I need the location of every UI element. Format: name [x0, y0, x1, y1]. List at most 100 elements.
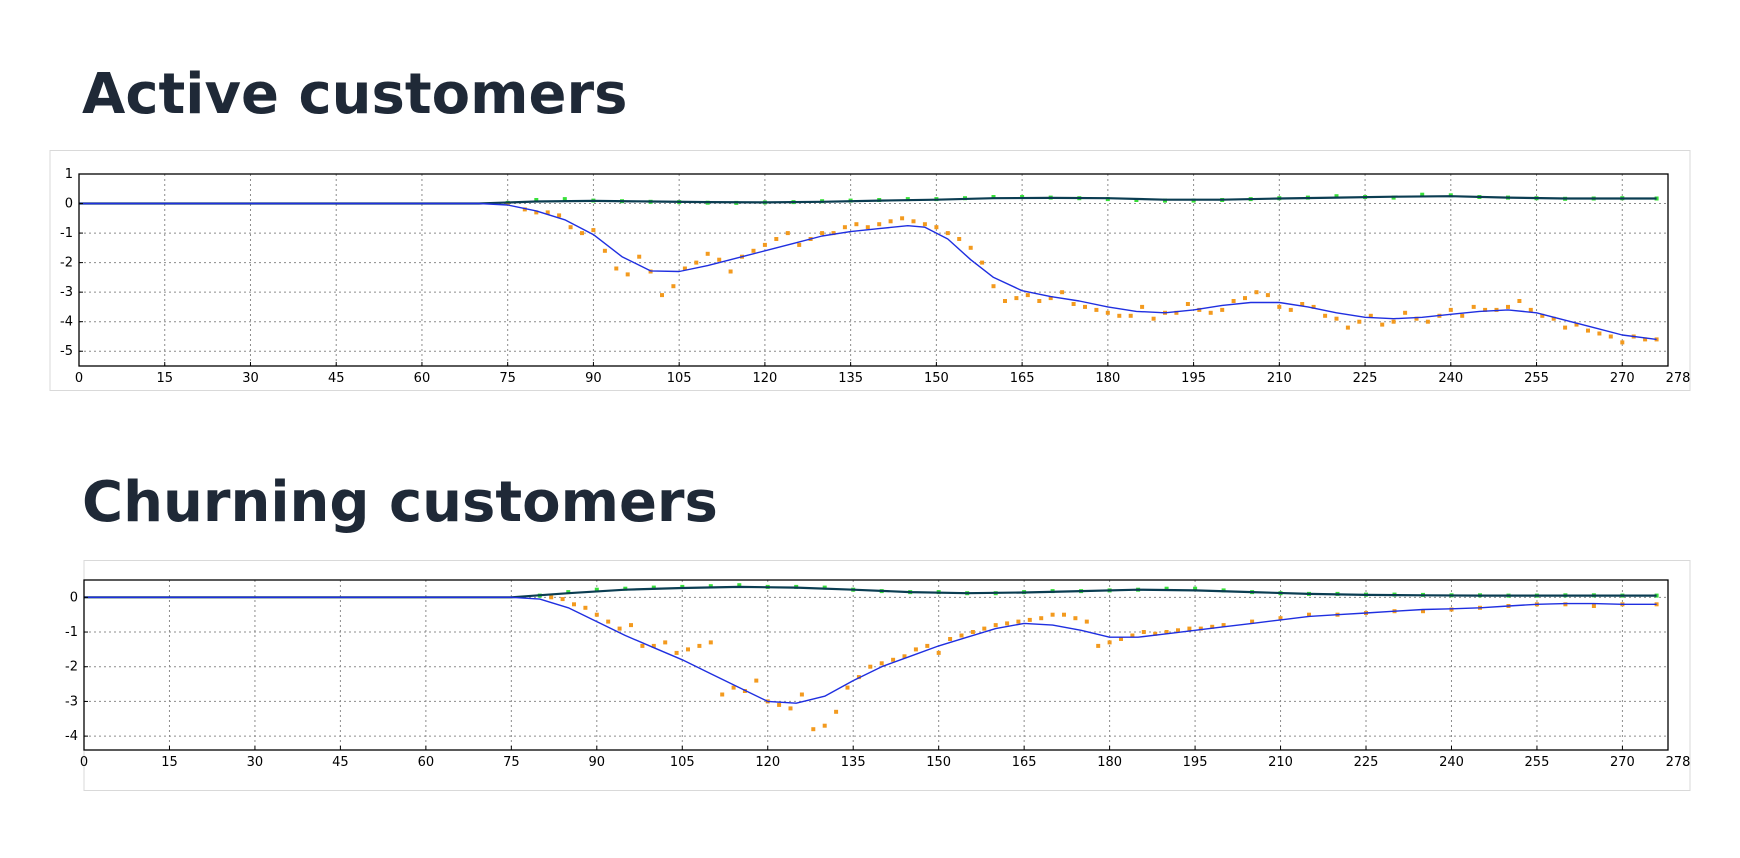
churn-point-orange: [1141, 630, 1146, 634]
churn-xtick-label: 180: [1097, 755, 1122, 770]
chart-title-active: Active customers: [82, 62, 628, 127]
active-plot-frame: [78, 173, 1669, 367]
active-point-orange: [602, 248, 607, 253]
active-point-orange: [1608, 334, 1613, 339]
churn-point-orange: [663, 640, 668, 645]
churn-point-orange: [788, 706, 793, 711]
active-point-orange: [1048, 296, 1053, 301]
active-point-orange: [1105, 310, 1110, 315]
churn-point-orange: [1421, 609, 1425, 614]
churn-xtick-label: 150: [926, 755, 951, 770]
active-ytick-label: -5: [60, 344, 73, 359]
churn-point-orange: [902, 654, 907, 659]
churn-point-orange: [879, 661, 884, 666]
active-point-orange: [522, 207, 527, 212]
active-point-orange: [717, 257, 722, 262]
active-point-green: [562, 197, 567, 202]
churn-point-orange: [1307, 612, 1311, 617]
active-point-orange: [1334, 316, 1339, 321]
active-point-orange: [751, 248, 756, 253]
active-xtick-label: 0: [75, 371, 83, 386]
churn-point-orange: [1250, 619, 1255, 624]
active-point-orange: [1254, 290, 1259, 295]
active-point-orange: [1277, 304, 1282, 309]
churn-point-orange: [1176, 628, 1180, 633]
active-point-orange: [785, 231, 790, 236]
active-point-green: [1334, 194, 1339, 199]
active-point-orange: [1357, 319, 1362, 324]
churn-point-orange: [1073, 616, 1078, 621]
churn-point-orange: [1039, 616, 1044, 621]
active-point-orange: [1003, 299, 1007, 303]
active-point-orange: [705, 251, 710, 256]
active-point-orange: [1448, 307, 1453, 312]
churn-point-orange: [970, 630, 975, 634]
churn-point-green: [651, 585, 656, 590]
active-point-orange: [877, 222, 882, 227]
churn-xtick-label: 45: [332, 755, 349, 770]
churn-point-orange: [1221, 623, 1226, 628]
churn-point-orange: [720, 692, 725, 697]
active-series-blue-line: [79, 202, 1657, 341]
active-point-orange: [1185, 302, 1190, 306]
active-point-orange: [534, 210, 539, 215]
churn-point-orange: [572, 602, 576, 607]
churn-point-orange: [583, 605, 588, 610]
churn-point-orange: [1210, 624, 1215, 629]
active-xtick-label: 195: [1181, 371, 1206, 386]
churn-series-dark-line: [84, 585, 1657, 599]
churn-xtick-label: 195: [1183, 755, 1208, 770]
active-series-dark-line: [79, 195, 1657, 205]
active-ytick-label: -3: [60, 285, 73, 300]
churn-point-orange: [868, 664, 873, 669]
churn-xtick-label: 165: [1012, 755, 1037, 770]
active-point-orange: [1540, 313, 1545, 318]
churn-xtick-label: 0: [80, 755, 88, 770]
active-point-orange: [580, 231, 584, 236]
active-xtick-label: 180: [1095, 371, 1120, 386]
active-point-orange: [1117, 313, 1122, 318]
churn-ytick-label: -4: [65, 729, 78, 744]
active-point-orange: [1060, 290, 1065, 295]
churn-point-orange: [1027, 617, 1032, 622]
churn-point-orange: [1130, 633, 1135, 638]
active-point-orange: [865, 225, 870, 230]
churn-point-orange: [834, 709, 839, 714]
active-point-orange: [694, 260, 699, 265]
active-line-dark: [79, 195, 1657, 205]
active-ytick-label: 1: [65, 167, 73, 182]
churn-xtick-label: 75: [503, 755, 520, 770]
churn-point-orange: [777, 702, 782, 707]
active-point-orange: [1243, 296, 1247, 301]
active-point-orange: [625, 272, 630, 277]
active-point-orange: [660, 293, 664, 298]
active-point-orange: [1128, 313, 1133, 318]
active-xtick-label: 75: [499, 371, 516, 386]
active-point-orange: [1586, 328, 1590, 333]
active-point-orange: [911, 219, 916, 224]
churn-ytick-label: -2: [65, 660, 78, 675]
active-xtick-label: 270: [1610, 371, 1635, 386]
active-point-orange: [568, 225, 573, 230]
active-point-orange: [1323, 313, 1328, 318]
active-point-orange: [934, 225, 939, 230]
active-point-orange: [831, 231, 836, 236]
active-point-green: [991, 195, 996, 199]
churn-point-orange: [708, 640, 713, 645]
active-xtick-label: 135: [838, 371, 863, 386]
active-point-orange: [557, 213, 562, 218]
churn-point-orange: [959, 633, 964, 638]
churn-point-orange: [686, 647, 690, 652]
churn-point-orange: [1198, 626, 1203, 631]
churn-point-orange: [617, 626, 622, 631]
active-point-orange: [945, 231, 950, 236]
active-point-orange: [854, 222, 859, 227]
active-point-orange: [1197, 307, 1202, 312]
active-point-orange: [1528, 307, 1533, 312]
churn-ytick-label: -3: [65, 694, 78, 709]
churn-point-green: [1164, 586, 1169, 591]
churn-point-orange: [1278, 616, 1283, 621]
churn-point-green: [1193, 586, 1198, 591]
churn-point-orange: [1050, 612, 1055, 617]
active-point-orange: [637, 254, 642, 259]
